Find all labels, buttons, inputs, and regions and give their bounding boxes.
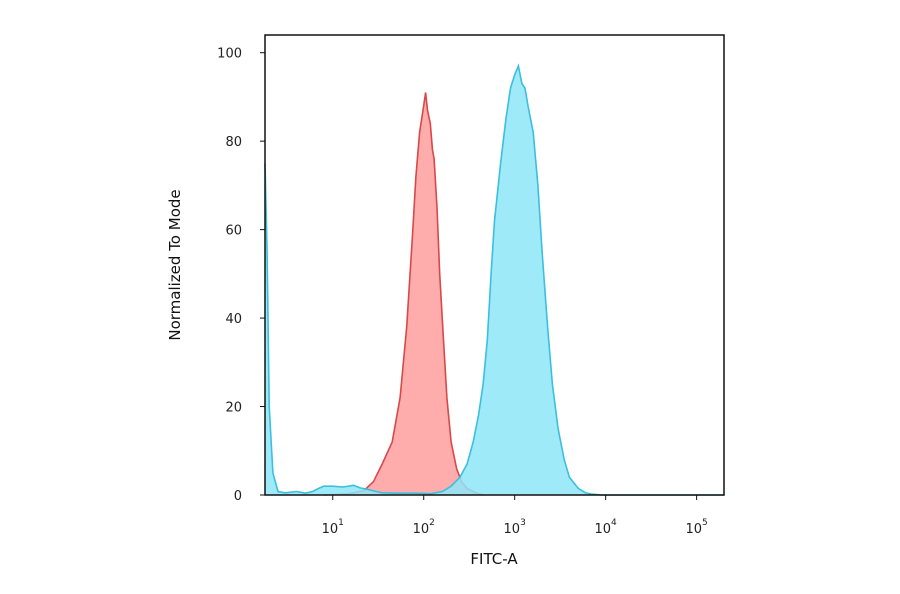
y-tick-label: 40 (225, 312, 242, 327)
y-tick-label: 20 (225, 401, 242, 416)
series-1-area (323, 92, 484, 495)
x-tick-label: 105 (685, 518, 707, 537)
series-2-area (265, 66, 724, 495)
y-tick-label: 100 (217, 47, 242, 62)
y-tick-label: 80 (225, 135, 242, 150)
series-2-line (264, 63, 724, 496)
x-axis-ticks: 101 102 103 104 105 (322, 495, 708, 537)
x-axis-title: FITC-A (470, 550, 518, 568)
y-tick-label: 60 (225, 224, 242, 239)
y-axis-ticks: 0 20 40 60 80 100 (217, 47, 265, 504)
x-tick-label: 104 (595, 518, 618, 537)
x-tick-label: 102 (413, 518, 435, 537)
series-1-line (323, 92, 484, 496)
plot-frame (264, 34, 725, 496)
series-layer (264, 63, 724, 496)
x-tick-label: 101 (322, 518, 344, 537)
y-axis-title: Normalized To Mode (166, 189, 184, 340)
y-tick-label: 0 (234, 489, 242, 504)
x-tick-label: 103 (504, 518, 526, 537)
